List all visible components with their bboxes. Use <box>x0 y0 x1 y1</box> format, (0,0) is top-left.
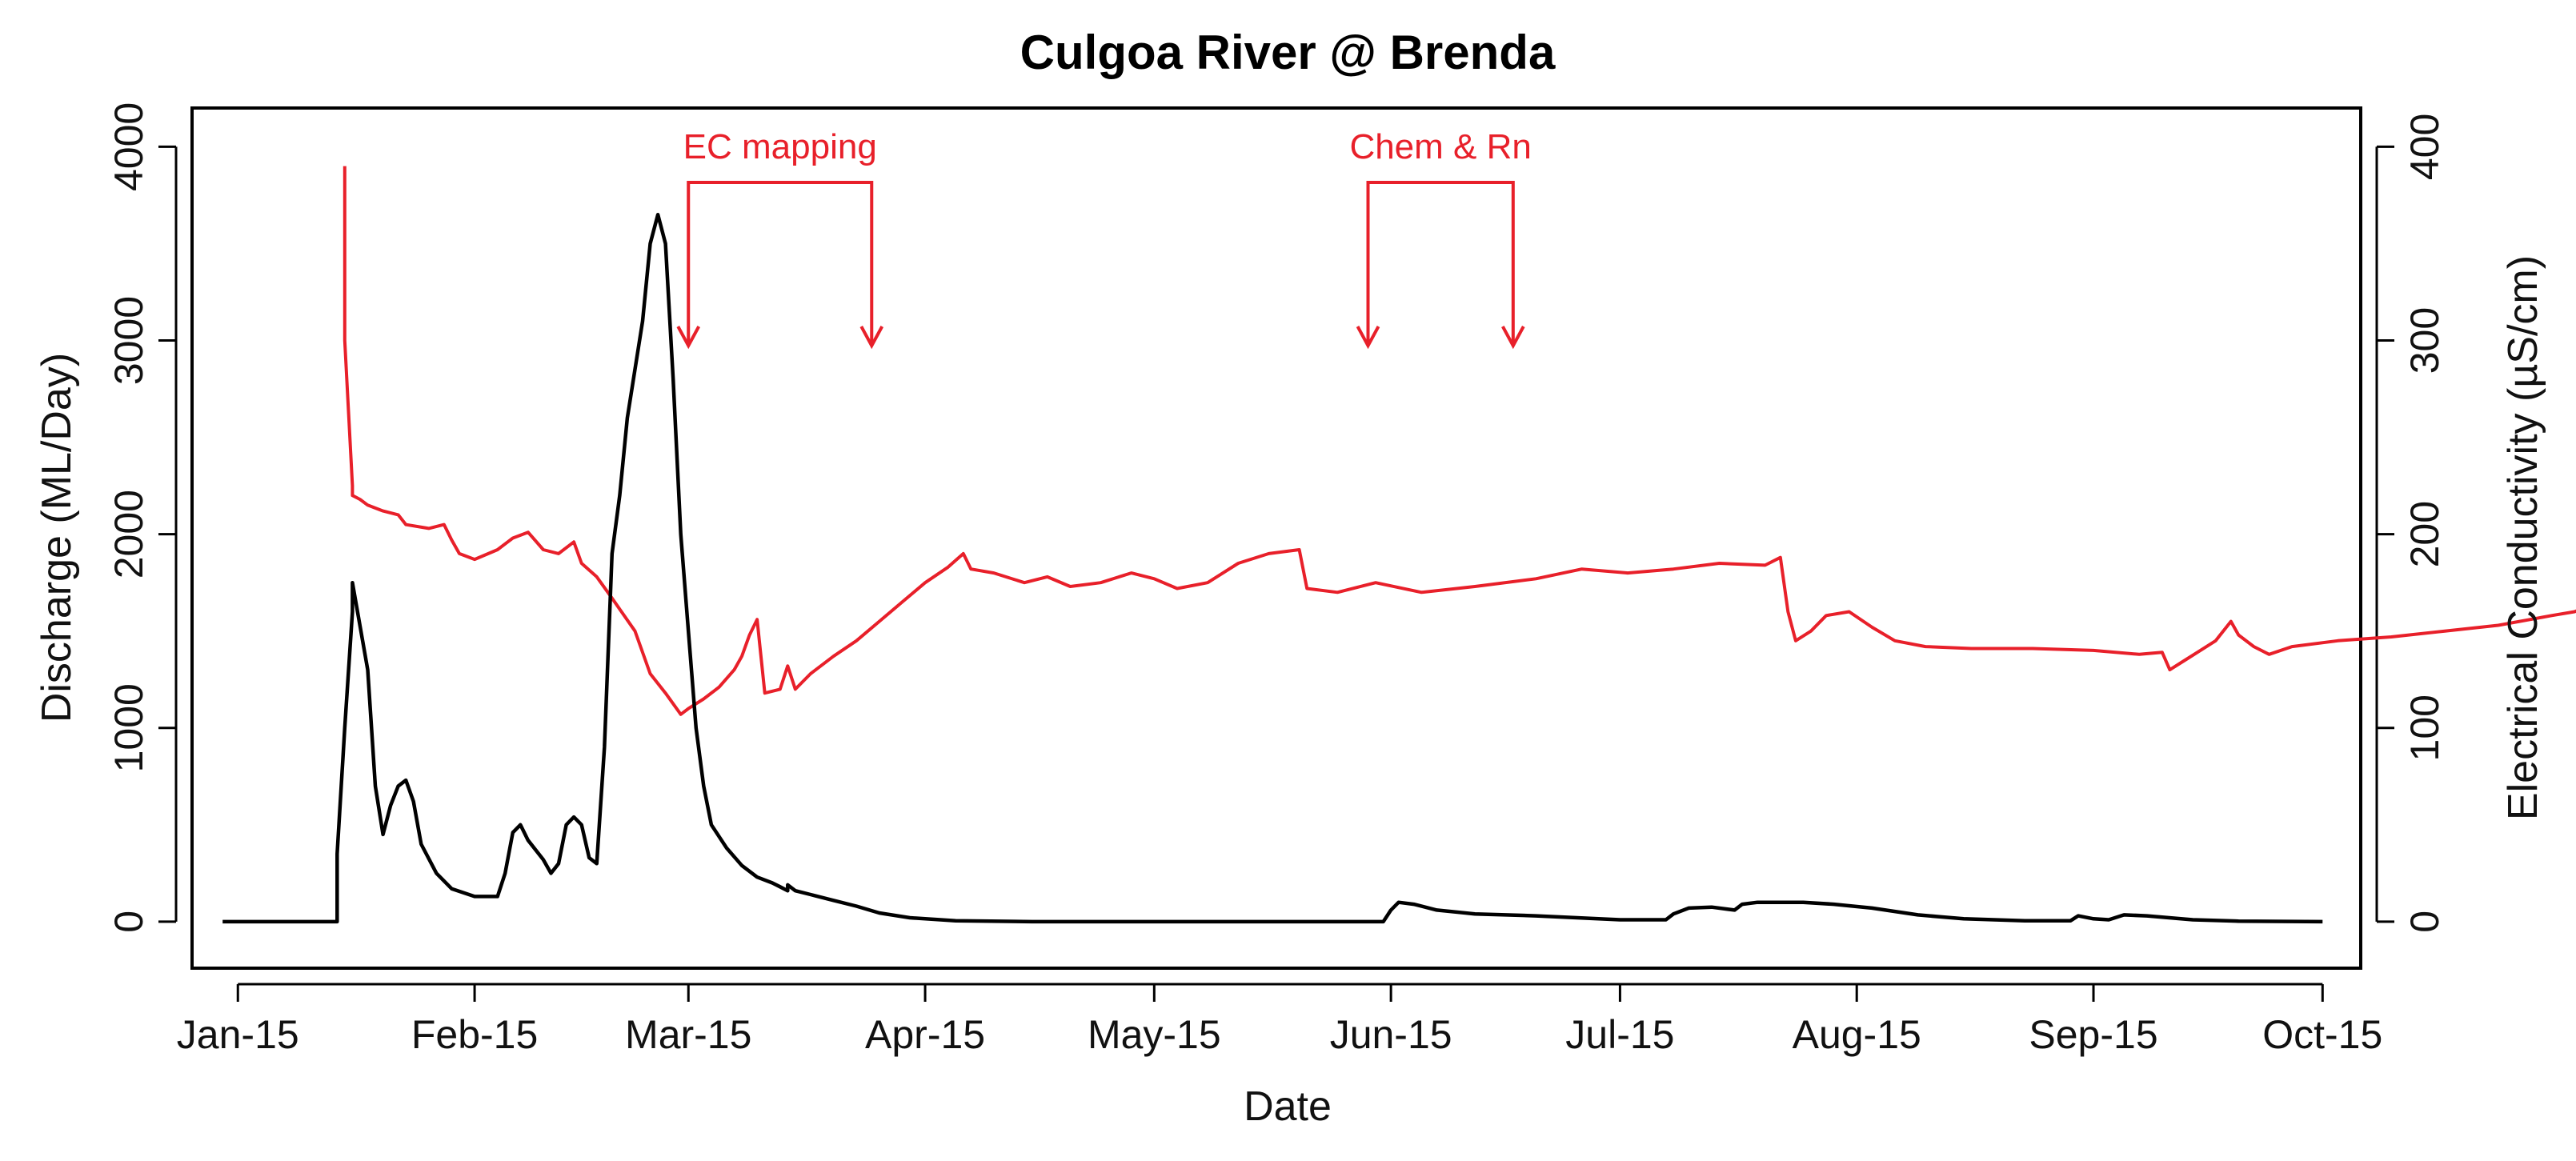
bracket-line <box>687 181 874 346</box>
bracket-line <box>1366 181 1515 346</box>
x-tick-label: Apr-15 <box>865 1012 985 1057</box>
y-right-tick-label: 400 <box>2402 114 2447 180</box>
annotation-label: Chem & Rn <box>1349 127 1531 166</box>
x-axis: Jan-15 Feb-15 Mar-15 Apr-15 May-15 Jun-15 Jul-… <box>177 983 2382 1057</box>
chart-title: Culgoa River @ Brenda <box>1020 26 1556 79</box>
y-left-tick-label: 2000 <box>106 490 151 578</box>
y-right-tick-label: 200 <box>2402 501 2447 567</box>
x-tick-label: May-15 <box>1088 1012 1221 1057</box>
arrow-head <box>859 326 884 350</box>
y-right-tick-label: 300 <box>2402 307 2447 374</box>
x-tick-label: Jan-15 <box>177 1012 299 1057</box>
annotation-layer: EC mapping Chem & Rn <box>676 127 1532 350</box>
x-tick-label: Feb-15 <box>411 1012 538 1057</box>
discharge-series-line <box>222 212 2323 924</box>
y-left-tick-label: 0 <box>106 911 151 933</box>
y-axis-left-title: Discharge (ML/Day) <box>34 353 80 723</box>
y-left-tick-label: 3000 <box>106 296 151 385</box>
y-right-tick-label: 100 <box>2402 695 2447 761</box>
x-tick-label: Jun-15 <box>1330 1012 1452 1057</box>
x-tick-label: Aug-15 <box>1793 1012 1921 1057</box>
y-axis-right-title: Electrical Conductivity (µS/cm) <box>2500 255 2546 820</box>
arrow-head <box>1501 326 1525 350</box>
x-tick-label: Jul-15 <box>1565 1012 1674 1057</box>
x-tick-label: Sep-15 <box>2029 1012 2157 1057</box>
y-left-tick-label: 1000 <box>106 683 151 772</box>
y-axis-right: 0 100 200 300 400 <box>2375 114 2447 933</box>
series-layer <box>222 166 2576 924</box>
annotation-bracket: Chem & Rn <box>1349 127 1532 350</box>
x-axis-title: Date <box>1244 1083 1332 1130</box>
y-right-tick-label: 0 <box>2402 911 2447 933</box>
arrow-head <box>676 326 701 350</box>
x-tick-label: Oct-15 <box>2262 1012 2382 1057</box>
arrow-head <box>1356 326 1380 350</box>
plot-frame <box>190 106 2362 970</box>
y-axis-left: 0 1000 2000 3000 4000 <box>106 102 178 933</box>
y-left-tick-label: 4000 <box>106 102 151 191</box>
annotation-label: EC mapping <box>683 127 877 166</box>
annotation-bracket: EC mapping <box>676 127 884 350</box>
ec-series-line <box>343 166 2576 716</box>
x-tick-label: Mar-15 <box>625 1012 751 1057</box>
